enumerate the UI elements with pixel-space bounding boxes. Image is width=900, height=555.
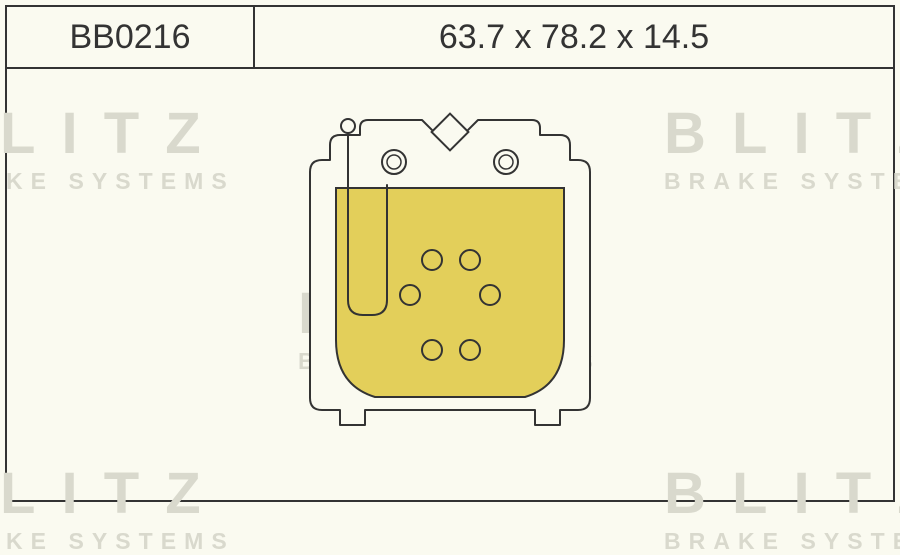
friction-pad [336,188,564,397]
part-number: BB0216 [70,18,191,57]
watermark-brand: BLITZ [0,460,227,527]
watermark-subtitle: BRAKE SYSTEMS [0,528,235,555]
rivet-outer-1 [494,150,518,174]
watermark-subtitle: BRAKE SYSTEMS [0,168,235,195]
watermark-brand: BLITZ [664,100,900,167]
watermark-brand: BLITZ [0,100,227,167]
part-number-cell: BB0216 [7,7,255,67]
brake-pad-diagram [290,100,610,460]
dimensions-cell: 63.7 x 78.2 x 14.5 [255,7,893,67]
watermark-brand: BLITZ [664,460,900,527]
watermark-subtitle: BRAKE SYSTEMS [664,528,900,555]
watermark-subtitle: BRAKE SYSTEMS [664,168,900,195]
dimensions: 63.7 x 78.2 x 14.5 [439,18,709,57]
rivet-outer-0 [382,150,406,174]
sensor-cap [341,119,355,133]
header-row: BB0216 63.7 x 78.2 x 14.5 [7,7,893,69]
